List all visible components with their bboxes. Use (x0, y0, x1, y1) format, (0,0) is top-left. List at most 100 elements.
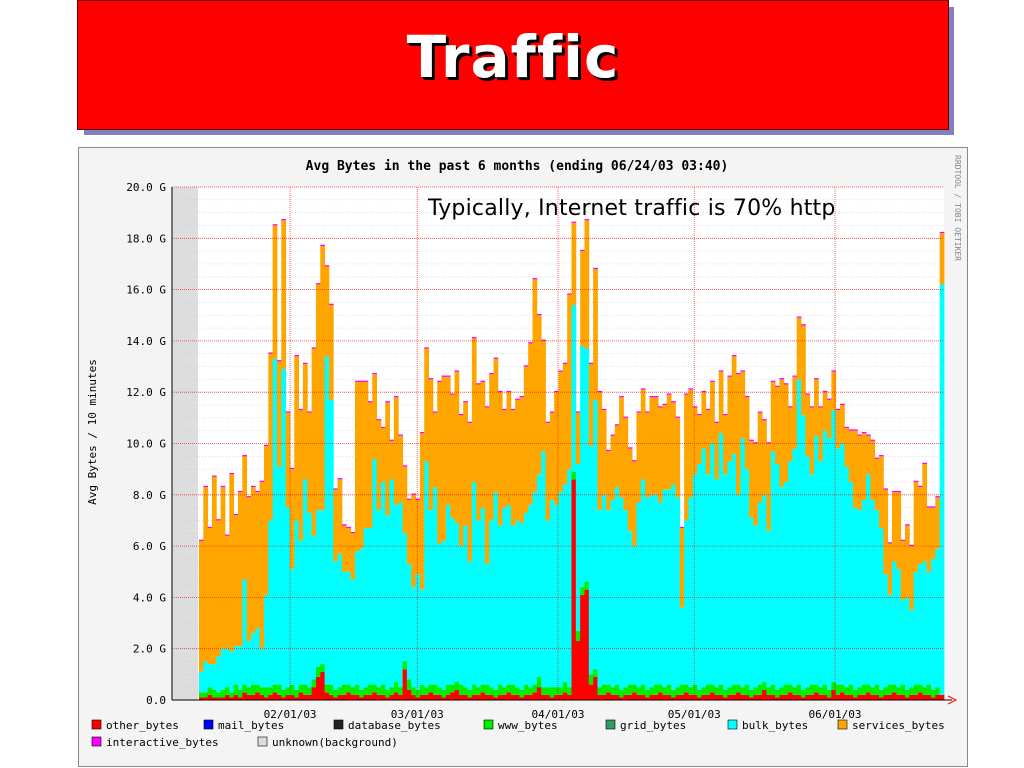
bar-segment-www_bytes (484, 684, 490, 695)
bar-segment-www_bytes (827, 689, 832, 698)
bar-segment-other_bytes (493, 697, 499, 700)
y-tick-label: 4.0 G (133, 591, 166, 604)
bar-segment-other_bytes (883, 694, 889, 700)
bar-segment-services_bytes (662, 405, 668, 490)
bar-segment-other_bytes (424, 694, 429, 700)
bar-segment-interactive_bytes (822, 390, 828, 393)
bar-segment-services_bytes (866, 435, 871, 475)
bar-segment-other_bytes (900, 694, 906, 700)
bar-segment-other_bytes (419, 694, 425, 700)
bar-segment-www_bytes (614, 684, 620, 695)
bar-segment-bulk_bytes (216, 656, 222, 693)
bar-segment-services_bytes (385, 402, 390, 516)
bar-segment-other_bytes (415, 697, 421, 700)
bar-segment-other_bytes (450, 692, 455, 700)
bar-segment-bulk_bytes (844, 466, 850, 688)
bar-segment-bulk_bytes (896, 569, 902, 688)
bar-segment-bulk_bytes (463, 525, 468, 688)
bar-segment-other_bytes (545, 694, 551, 700)
bar-segment-www_bytes (918, 684, 923, 693)
bar-segment-bulk_bytes (333, 561, 338, 690)
bar-segment-interactive_bytes (497, 390, 503, 393)
bar-segment-bulk_bytes (199, 671, 204, 693)
bar-segment-bulk_bytes (900, 599, 906, 685)
bar-segment-www_bytes (207, 687, 213, 695)
bar-segment-interactive_bytes (870, 439, 876, 441)
bar-segment-interactive_bytes (692, 406, 698, 408)
bar-segment-bulk_bytes (874, 510, 880, 685)
bar-segment-www_bytes (558, 687, 564, 695)
bar-segment-other_bytes (571, 479, 577, 700)
bar-segment-services_bytes (770, 381, 776, 452)
bar-segment-services_bytes (536, 315, 542, 475)
bar-segment-services_bytes (623, 417, 629, 511)
bar-segment-other_bytes (809, 694, 815, 700)
bar-segment-services_bytes (402, 466, 408, 534)
bar-segment-services_bytes (684, 394, 689, 521)
bar-segment-interactive_bytes (285, 411, 291, 413)
bar-segment-services_bytes (229, 474, 235, 652)
bar-segment-other_bytes (601, 694, 607, 700)
bar-segment-interactive_bytes (697, 414, 702, 416)
bar-segment-other_bytes (788, 692, 793, 700)
bar-segment-services_bytes (848, 430, 854, 482)
bar-segment-bulk_bytes (731, 453, 737, 685)
legend-swatch-services_bytes (837, 719, 848, 730)
bar-segment-interactive_bytes (203, 485, 209, 488)
bar-segment-bulk_bytes (632, 546, 637, 685)
bar-segment-services_bytes (562, 363, 568, 485)
bar-segment-bulk_bytes (549, 499, 555, 688)
bar-segment-bulk_bytes (870, 499, 876, 688)
bar-segment-interactive_bytes (302, 362, 308, 364)
bar-segment-interactive_bytes (887, 542, 893, 544)
bar-segment-interactive_bytes (428, 378, 434, 380)
bar-segment-bulk_bytes (619, 497, 624, 690)
bar-segment-services_bytes (398, 435, 403, 503)
bar-segment-interactive_bytes (749, 439, 754, 441)
bar-segment-bulk_bytes (493, 492, 499, 690)
bar-segment-interactive_bytes (502, 408, 507, 411)
bar-segment-services_bytes (480, 381, 486, 508)
bar-segment-other_bytes (398, 694, 403, 700)
bar-segment-www_bytes (328, 684, 334, 695)
bar-segment-bulk_bytes (827, 438, 832, 690)
bar-segment-bulk_bytes (389, 479, 395, 688)
bar-segment-interactive_bytes (853, 429, 858, 431)
bar-segment-services_bytes (710, 381, 715, 444)
bar-segment-services_bytes (879, 456, 884, 529)
bar-segment-services_bytes (415, 499, 421, 575)
bar-segment-other_bytes (380, 694, 386, 700)
bar-segment-other_bytes (848, 694, 854, 700)
bar-segment-bulk_bytes (879, 528, 884, 690)
bar-segment-interactive_bytes (350, 531, 356, 534)
bar-segment-interactive_bytes (532, 278, 538, 280)
bar-segment-www_bytes (848, 684, 854, 695)
bar-segment-other_bytes (437, 694, 442, 700)
bar-segment-services_bytes (714, 422, 720, 480)
bar-segment-other_bytes (636, 694, 642, 700)
bar-segment-www_bytes (801, 689, 806, 698)
bar-segment-services_bytes (926, 507, 932, 572)
bar-segment-services_bytes (857, 435, 863, 511)
bar-segment-services_bytes (393, 397, 399, 506)
bar-segment-bulk_bytes (887, 594, 893, 685)
bar-segment-other_bytes (822, 694, 828, 700)
bar-segment-other_bytes (333, 697, 338, 700)
bar-segment-services_bytes (220, 487, 226, 649)
bar-segment-www_bytes (770, 684, 776, 695)
bar-segment-www_bytes (870, 687, 876, 695)
y-tick-label: 10.0 G (126, 438, 166, 451)
bar-segment-www_bytes (237, 689, 243, 698)
bar-segment-other_bytes (250, 694, 256, 700)
bar-segment-other_bytes (372, 692, 377, 700)
bar-segment-services_bytes (740, 371, 746, 439)
bar-segment-bulk_bytes (705, 474, 711, 685)
bar-segment-www_bytes (320, 664, 326, 672)
bar-segment-services_bytes (354, 381, 360, 552)
bar-segment-interactive_bytes (333, 488, 338, 490)
bar-segment-services_bytes (268, 353, 274, 521)
bar-segment-www_bytes (766, 687, 772, 695)
bar-segment-interactive_bytes (736, 372, 741, 375)
bar-segment-www_bytes (822, 684, 828, 695)
bar-segment-services_bytes (510, 410, 516, 526)
